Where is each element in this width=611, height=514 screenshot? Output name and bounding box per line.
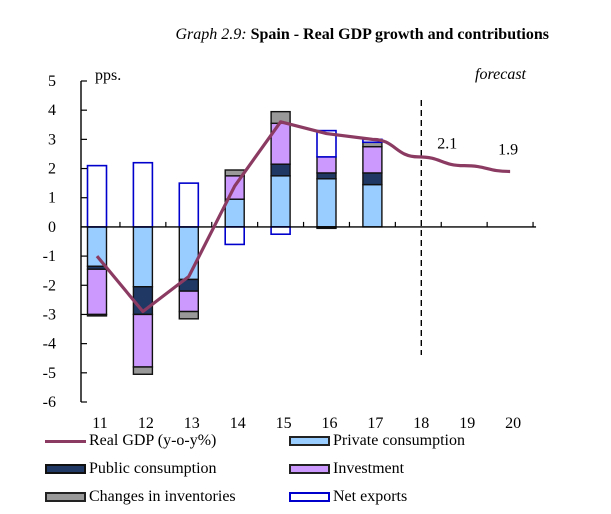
bar-investment-17 xyxy=(362,145,383,174)
bar-public-consumption-17 xyxy=(362,172,383,186)
bar-investment-11 xyxy=(86,268,108,316)
x-tick-label: 15 xyxy=(276,415,292,432)
legend-swatch-real-gdp xyxy=(45,439,86,443)
y-tick-label: 1 xyxy=(48,190,56,207)
axes-group: 5 4 3 2 1 0 -1 -2 -3 -4 -5 -6 11 12 13 14 15 16 17 18 19 20 xyxy=(43,73,537,432)
y-tick-label: 5 xyxy=(48,73,56,90)
x-tick-label: 19 xyxy=(459,415,475,432)
legend-label-changes-in-inventories: Changes in inventories xyxy=(89,488,236,505)
x-tick-label: 18 xyxy=(413,415,429,432)
bars-group xyxy=(86,110,383,375)
data-label-20: 1.9 xyxy=(498,141,518,158)
bar-public-consumption-16 xyxy=(316,172,337,180)
bar-investment-16 xyxy=(316,156,337,174)
y-axis-unit-label: pps. xyxy=(95,67,121,84)
y-tick-label: 3 xyxy=(48,131,56,148)
bar-changes-in-inventories-13 xyxy=(178,310,200,320)
legend-swatch-public-consumption xyxy=(45,464,86,474)
legend-item-public-consumption: Public consumption xyxy=(45,460,217,478)
chart-title: Graph 2.9: Spain - Real GDP growth and c… xyxy=(0,26,611,44)
x-tick-label: 12 xyxy=(138,415,154,432)
y-tick-label: -5 xyxy=(43,365,56,382)
legend-label-public-consumption: Public consumption xyxy=(89,460,217,477)
bar-private-consumption-15 xyxy=(270,175,291,228)
bar-net-exports-13 xyxy=(178,182,200,228)
x-tick-label: 13 xyxy=(184,415,200,432)
legend-label-private-consumption: Private consumption xyxy=(333,432,465,449)
legend-item-net-exports: Net exports xyxy=(289,488,407,506)
bar-net-exports-16 xyxy=(316,129,337,158)
bar-private-consumption-12 xyxy=(132,226,154,288)
data-label-19: 2.1 xyxy=(437,136,457,153)
legend-label-investment: Investment xyxy=(333,460,405,477)
bar-private-consumption-14 xyxy=(224,198,245,228)
legend-item-investment: Investment xyxy=(289,460,404,478)
chart-title-prefix: Graph 2.9: xyxy=(175,26,247,43)
legend-item-private-consumption: Private consumption xyxy=(289,432,465,450)
bar-private-consumption-13 xyxy=(178,226,200,281)
gdp-line-group xyxy=(95,120,511,314)
legend-swatch-net-exports xyxy=(289,492,330,502)
y-tick-label: -6 xyxy=(43,394,56,411)
y-tick-label: -3 xyxy=(43,306,56,323)
y-tick-label: 2 xyxy=(48,161,56,178)
x-tick-label: 16 xyxy=(322,415,338,432)
bar-net-exports-12 xyxy=(132,161,154,228)
x-tick-label: 11 xyxy=(92,415,107,432)
legend-swatch-investment xyxy=(289,464,330,474)
y-tick-label: -4 xyxy=(43,336,56,353)
legend-item-changes-in-inventories: Changes in inventories xyxy=(45,488,236,506)
y-tick-label: -2 xyxy=(43,277,56,294)
bar-public-consumption-15 xyxy=(270,163,291,177)
bar-net-exports-15 xyxy=(270,226,291,236)
bar-private-consumption-16 xyxy=(316,178,337,228)
x-tick-label: 17 xyxy=(367,415,383,432)
bar-investment-12 xyxy=(132,313,154,368)
chart-title-main: Spain - Real GDP growth and contribution… xyxy=(250,26,549,43)
bar-private-consumption-17 xyxy=(362,183,383,228)
y-tick-label: 4 xyxy=(48,102,56,119)
x-tick-label: 20 xyxy=(505,415,521,432)
bar-changes-in-inventories-12 xyxy=(132,366,154,375)
bar-changes-in-inventories-11 xyxy=(86,313,108,317)
legend-label-net-exports: Net exports xyxy=(333,488,408,505)
y-tick-label: 0 xyxy=(48,219,56,236)
bar-net-exports-11 xyxy=(86,164,108,228)
legend-label-real-gdp: Real GDP (y-o-y%) xyxy=(89,432,217,449)
y-tick-label: -1 xyxy=(43,248,56,265)
bar-net-exports-14 xyxy=(224,226,245,246)
x-tick-label: 14 xyxy=(230,415,246,432)
bar-private-consumption-11 xyxy=(86,226,108,268)
bar-investment-13 xyxy=(178,290,200,313)
forecast-annotation: forecast xyxy=(475,66,527,83)
legend-swatch-changes-in-inventories xyxy=(45,492,86,502)
legend-swatch-private-consumption xyxy=(289,436,330,446)
legend-item-real-gdp: Real GDP (y-o-y%) xyxy=(45,432,216,450)
labels-group: pps. forecast 2.1 1.9 xyxy=(95,66,527,158)
